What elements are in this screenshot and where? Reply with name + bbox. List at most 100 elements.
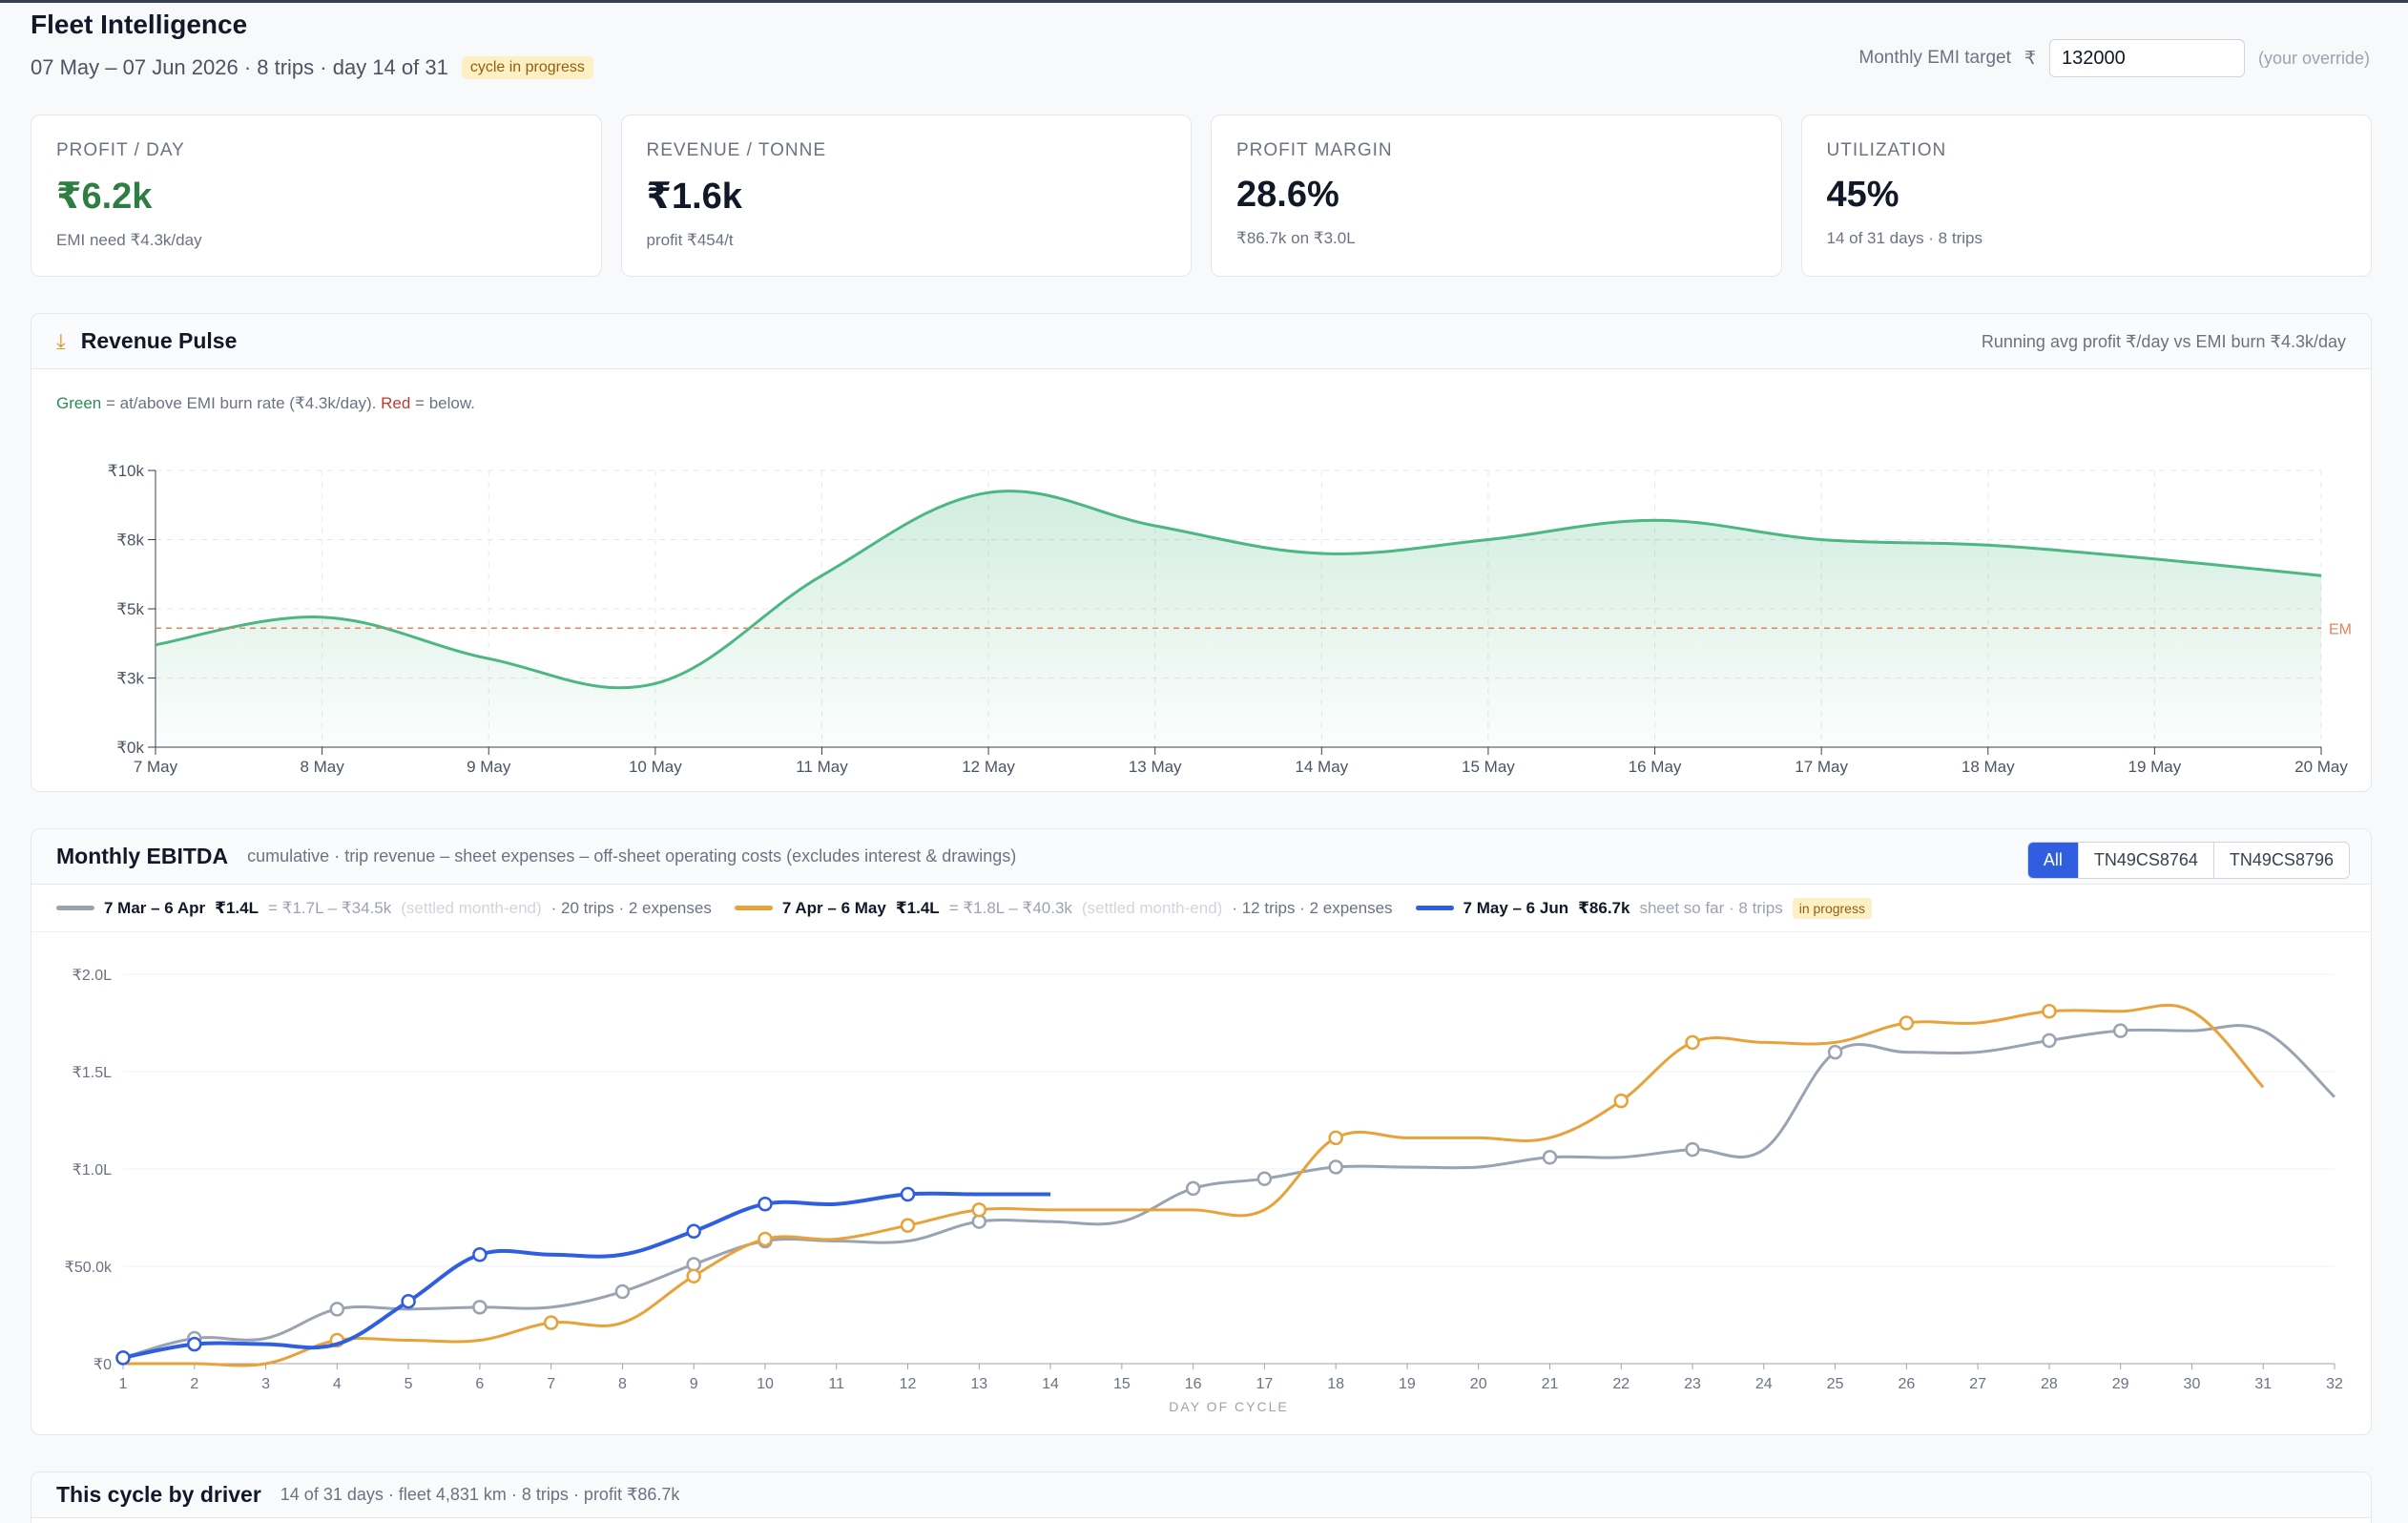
ebitda-x-tick-label: 22: [1612, 1376, 1630, 1392]
kpi-card-utilization: UTILIZATION 45% 14 of 31 days · 8 trips: [1800, 115, 2372, 277]
pulse-x-tick-label: 12 May: [962, 758, 1015, 776]
pulse-x-tick-label: 18 May: [1962, 758, 2015, 776]
window-top-border: [0, 0, 2408, 3]
ebitda-point: [2042, 1033, 2057, 1049]
kpi-subtext: ₹86.7k on ₹3.0L: [1236, 229, 1356, 247]
ebitda-point: [1328, 1130, 1343, 1146]
ebitda-point: [472, 1247, 488, 1262]
legend-swatch: [56, 906, 94, 910]
legend-math: = ₹1.7L – ₹34.5k: [268, 898, 392, 917]
legend-item-may-jun: 7 May – 6 Jun ₹86.7k sheet so far · 8 tr…: [1415, 897, 1872, 919]
download-icon[interactable]: ⤓: [56, 328, 66, 353]
caption-red: Red: [381, 394, 411, 412]
legend-value: ₹86.7k: [1578, 898, 1630, 917]
emi-target-input[interactable]: [2048, 39, 2245, 77]
ebitda-x-tick-label: 4: [333, 1376, 342, 1392]
emi-burn-label: EM: [2329, 621, 2352, 637]
ebitda-point: [900, 1186, 916, 1202]
legend-meta: · 20 trips · 2 expenses: [550, 898, 712, 917]
pulse-x-tick-label: 20 May: [2294, 758, 2348, 776]
ebitda-y-tick-label: ₹1.5L: [73, 1065, 112, 1081]
ebitda-point: [686, 1223, 701, 1240]
ebitda-point: [1185, 1180, 1201, 1197]
monthly-ebitda-panel: Monthly EBITDA cumulative · trip revenue…: [31, 828, 2372, 1435]
revenue-pulse-chart: ₹0k ₹3k ₹5k ₹8k ₹10k 7 May 8 May 9 May 10 May 11 …: [108, 462, 2352, 776]
legend-range: 7 Apr – 6 May: [781, 898, 886, 917]
ebitda-point: [758, 1231, 773, 1247]
ebitda-x-tick-label: 28: [2041, 1376, 2058, 1392]
monthly-ebitda-description: cumulative · trip revenue – sheet expens…: [247, 846, 1017, 866]
pulse-y-tick-label: ₹8k: [116, 532, 144, 550]
ebitda-x-tick-label: 18: [1327, 1376, 1344, 1392]
legend-math: = ₹1.8L – ₹40.3k: [948, 898, 1072, 917]
ebitda-y-tick-label: ₹0: [93, 1357, 112, 1373]
pulse-x-tick-label: 19 May: [2128, 758, 2182, 776]
ebitda-point: [900, 1218, 916, 1233]
filter-tn49cs8764-button[interactable]: TN49CS8764: [2078, 843, 2214, 878]
legend-item-apr-may: 7 Apr – 6 May ₹1.4L = ₹1.8L – ₹40.3k (se…: [734, 898, 1393, 918]
driver-panel-title: This cycle by driver: [56, 1482, 261, 1507]
ebitda-x-tick-label: 26: [1898, 1376, 1915, 1392]
ebitda-x-tick-label: 23: [1684, 1376, 1701, 1392]
legend-swatch: [734, 906, 773, 910]
ebitda-y-tick-label: ₹50.0k: [65, 1260, 113, 1276]
ebitda-point: [543, 1315, 559, 1330]
pulse-y-tick-label: ₹0k: [116, 739, 144, 757]
ebitda-x-tick-label: 14: [1042, 1376, 1059, 1392]
kpi-value: ₹6.2k: [56, 177, 153, 217]
ebitda-x-tick-label: 11: [828, 1376, 844, 1392]
monthly-ebitda-title: Monthly EBITDA: [56, 844, 229, 868]
kpi-card-profit-per-day: PROFIT / DAY ₹6.2k EMI need ₹4.3k/day: [31, 115, 602, 277]
pulse-x-tick-label: 9 May: [467, 758, 511, 776]
ebitda-x-tick-label: 7: [547, 1376, 555, 1392]
legend-meta: sheet so far · 8 trips: [1639, 898, 1783, 917]
ebitda-x-tick-label: 16: [1185, 1376, 1202, 1392]
ebitda-x-tick-label: 10: [757, 1376, 774, 1392]
kpi-card-revenue-per-tonne: REVENUE / TONNE ₹1.6k profit ₹454/t: [620, 115, 1192, 277]
emi-target-label: Monthly EMI target: [1858, 48, 2011, 68]
pulse-x-tick-label: 17 May: [1795, 758, 1848, 776]
ebitda-x-tick-label: 8: [618, 1376, 627, 1392]
cycle-summary: 07 May – 07 Jun 2026 · 8 trips · day 14 …: [31, 55, 593, 80]
caption-end: = below.: [410, 394, 475, 412]
pulse-x-tick-label: 8 May: [300, 758, 344, 776]
ebitda-series-line: [122, 1191, 1051, 1360]
pulse-x-tick-label: 16 May: [1629, 758, 1682, 776]
pulse-y-tick-label: ₹3k: [116, 670, 144, 688]
ebitda-x-tick-label: 1: [119, 1376, 128, 1392]
ebitda-point: [1685, 1034, 1700, 1051]
ebitda-point: [971, 1202, 987, 1218]
ebitda-point: [614, 1283, 631, 1300]
ebitda-x-tick-label: 19: [1399, 1376, 1416, 1392]
kpi-subtext: 14 of 31 days · 8 trips: [1826, 229, 1982, 247]
ebitda-point: [472, 1300, 488, 1315]
ebitda-x-tick-label: 17: [1256, 1376, 1273, 1392]
legend-swatch: [1415, 906, 1454, 910]
legend-item-mar-apr: 7 Mar – 6 Apr ₹1.4L = ₹1.7L – ₹34.5k (se…: [56, 899, 712, 918]
ebitda-x-tick-label: 30: [2184, 1376, 2201, 1392]
ebitda-x-tick-label: 32: [2326, 1376, 2343, 1392]
driver-panel-meta: 14 of 31 days · fleet 4,831 km · 8 trips…: [280, 1485, 680, 1504]
ebitda-point: [1899, 1015, 1915, 1031]
emi-target-hint: (your override): [2257, 48, 2370, 68]
kpi-label: REVENUE / TONNE: [646, 140, 827, 160]
ebitda-x-tick-label: 31: [2254, 1376, 2272, 1392]
ebitda-legend: 7 Mar – 6 Apr ₹1.4L = ₹1.7L – ₹34.5k (se…: [31, 885, 2371, 932]
kpi-subtext: EMI need ₹4.3k/day: [56, 231, 202, 249]
legend-note: (settled month-end): [401, 898, 542, 917]
ebitda-point: [1827, 1044, 1843, 1060]
driver-panel-header: This cycle by driver 14 of 31 days · fle…: [31, 1472, 2371, 1518]
legend-range: 7 May – 6 Jun: [1463, 898, 1569, 917]
ebitda-point: [187, 1336, 202, 1352]
kpi-label: UTILIZATION: [1826, 140, 1947, 160]
ebitda-point: [1256, 1171, 1273, 1186]
revenue-pulse-note: Running avg profit ₹/day vs EMI burn ₹4.…: [1981, 331, 2346, 351]
ebitda-x-tick-label: 25: [1827, 1376, 1844, 1392]
ebitda-x-tick-label: 20: [1470, 1376, 1487, 1392]
ebitda-x-tick-label: 6: [475, 1376, 484, 1392]
ebitda-x-tick-label: 2: [190, 1376, 198, 1392]
filter-tn49cs8796-button[interactable]: TN49CS8796: [2213, 843, 2349, 878]
ebitda-x-tick-label: 27: [1969, 1376, 1986, 1392]
ebitda-point: [329, 1302, 345, 1317]
filter-all-button[interactable]: All: [2027, 843, 2079, 878]
